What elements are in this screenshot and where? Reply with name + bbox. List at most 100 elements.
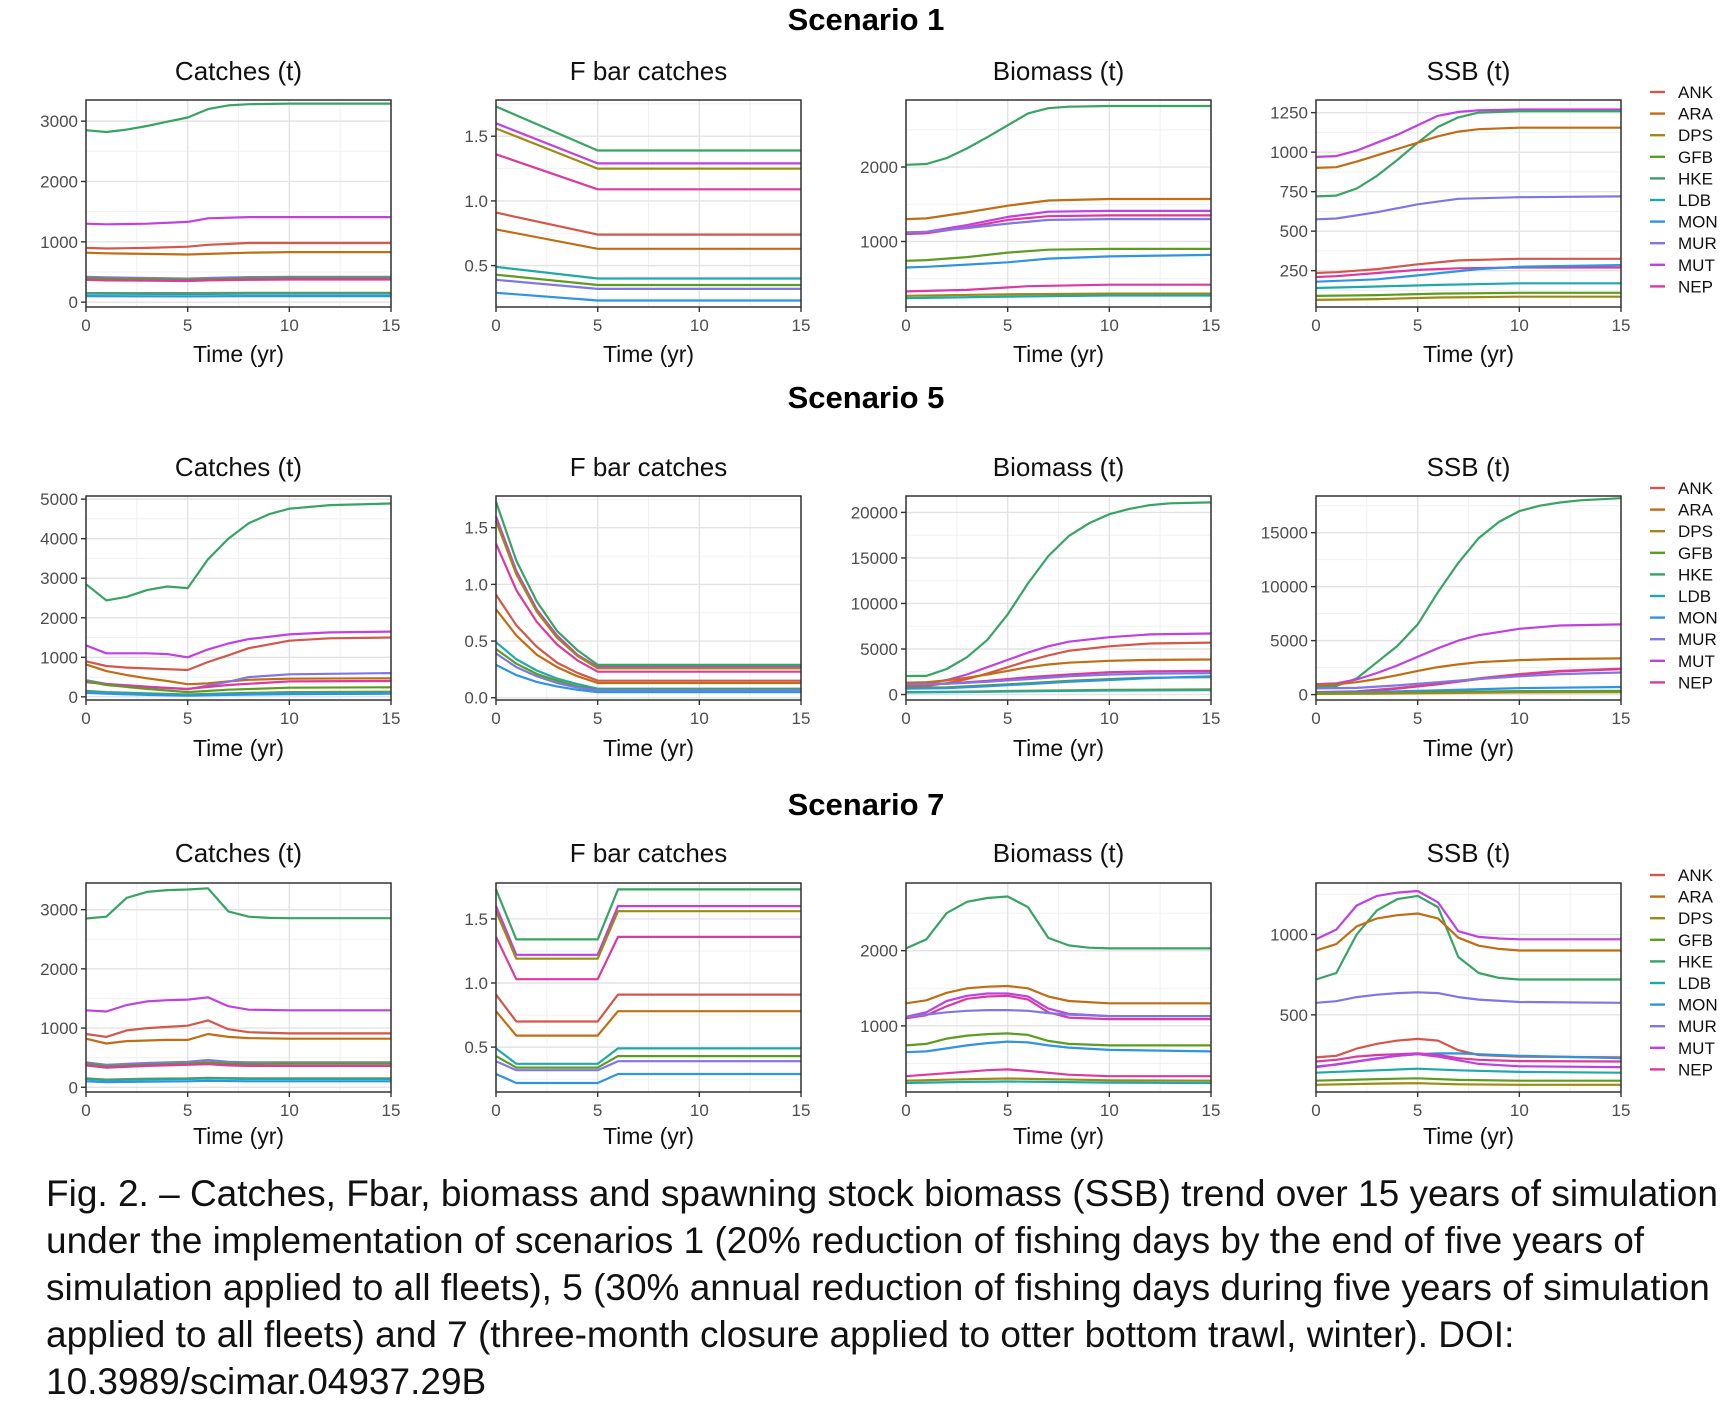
panel-frame xyxy=(1315,99,1622,308)
series-line-mut xyxy=(494,904,801,956)
series-line-nep xyxy=(494,543,801,673)
series-line-ara xyxy=(905,197,1211,221)
x-tick-label: 5 xyxy=(593,709,602,728)
x-tick-label: 5 xyxy=(1003,709,1012,728)
panel-title: Biomass (t) xyxy=(993,56,1124,86)
series-line-gfb xyxy=(905,1032,1211,1047)
x-tick-label: 15 xyxy=(792,1101,811,1120)
series-line-ldb xyxy=(1315,282,1621,290)
series-line-ank xyxy=(1315,257,1621,275)
series-line-gfb xyxy=(495,1054,801,1069)
panel-title: Biomass (t) xyxy=(993,452,1124,482)
series-line-mut xyxy=(85,996,391,1013)
x-axis-label: Time (yr) xyxy=(193,341,284,367)
x-tick-label: 0 xyxy=(901,709,910,728)
panel-1-1: F bar catches 0 5 10 15 0.0 0.5 1.0 1.5 Time (yr) xyxy=(464,452,810,761)
x-tick-label: 10 xyxy=(1510,1101,1529,1120)
y-tick-label: 1000 xyxy=(860,232,898,251)
x-axis-label: Time (yr) xyxy=(193,1123,284,1149)
panel-2-0: Catches (t) 0 5 10 15 0 1000 2000 3000 Time (yr) xyxy=(40,838,400,1149)
series-line-dps xyxy=(1315,691,1622,696)
y-tick-label: 10000 xyxy=(851,594,898,613)
panel-frame xyxy=(85,495,392,701)
x-axis-label: Time (yr) xyxy=(1423,735,1514,761)
panel-0-2: Biomass (t) 0 5 10 15 1000 2000 Time (yr) xyxy=(860,56,1220,367)
x-tick-label: 5 xyxy=(593,1101,602,1120)
legend-label-ara: ARA xyxy=(1678,105,1714,124)
series-line-mon xyxy=(495,663,801,694)
series-line-mur xyxy=(1315,195,1622,221)
series-line-nep xyxy=(905,283,1211,293)
x-tick-label: 15 xyxy=(792,316,811,335)
y-tick-label: 5000 xyxy=(1270,632,1308,651)
legend-label-mut: MUT xyxy=(1678,256,1715,275)
series-line-ldb xyxy=(1315,1067,1622,1074)
y-tick-label: 2000 xyxy=(860,158,898,177)
series-line-hke xyxy=(85,887,391,920)
series-line-ara xyxy=(1315,126,1621,169)
series-line-mur xyxy=(495,278,801,290)
y-tick-label: 1.5 xyxy=(464,519,488,538)
legend-label-mon: MON xyxy=(1678,996,1718,1015)
y-tick-label: 15000 xyxy=(1261,524,1308,543)
panel-title: F bar catches xyxy=(570,452,728,482)
panel-0-1: F bar catches 0 5 10 15 0.5 1.0 1.5 Time (yr) xyxy=(464,56,810,367)
y-tick-label: 500 xyxy=(1280,1006,1308,1025)
y-tick-label: 1.5 xyxy=(464,127,488,146)
x-tick-label: 10 xyxy=(280,709,299,728)
y-tick-label: 2000 xyxy=(40,172,78,191)
panel-2-2: Biomass (t) 0 5 10 15 1000 2000 Time (yr) xyxy=(860,838,1220,1149)
legend-label-dps: DPS xyxy=(1678,522,1713,541)
legend-label-mut: MUT xyxy=(1678,652,1715,671)
y-tick-label: 2000 xyxy=(40,609,78,628)
panel-2-3: SSB (t) 0 5 10 15 500 1000 Time (yr) xyxy=(1270,838,1630,1149)
y-tick-label: 2000 xyxy=(860,942,898,961)
legend: ANK ARA DPS GFB HKE LDB MON MUR MUT NEP xyxy=(1650,83,1718,296)
legend-label-ank: ANK xyxy=(1678,479,1714,498)
series-line-dps xyxy=(905,1077,1212,1082)
x-axis-label: Time (yr) xyxy=(603,1123,694,1149)
series-line-mur xyxy=(85,1058,391,1066)
x-tick-label: 15 xyxy=(382,1101,401,1120)
series-line-mon xyxy=(905,675,1212,690)
series-line-mur xyxy=(905,1008,1211,1018)
x-tick-label: 10 xyxy=(1510,709,1529,728)
series-line-nep xyxy=(495,153,801,191)
x-axis-label: Time (yr) xyxy=(1423,341,1514,367)
series-line-mur xyxy=(85,275,391,280)
legend-label-gfb: GFB xyxy=(1678,148,1713,167)
x-tick-label: 5 xyxy=(183,709,192,728)
series-line-ara xyxy=(1315,657,1622,686)
x-tick-label: 10 xyxy=(690,709,709,728)
series-line-dps xyxy=(494,910,801,960)
series-line-ara xyxy=(85,1032,391,1045)
series-line-ara xyxy=(85,251,391,256)
x-tick-label: 5 xyxy=(1003,316,1012,335)
x-tick-label: 5 xyxy=(1413,316,1422,335)
panel-title: Catches (t) xyxy=(175,838,302,868)
y-tick-label: 0.5 xyxy=(464,632,488,651)
x-tick-label: 0 xyxy=(81,709,90,728)
x-tick-label: 10 xyxy=(1100,316,1119,335)
series-line-hke xyxy=(85,102,391,134)
x-axis-label: Time (yr) xyxy=(193,735,284,761)
legend-label-ank: ANK xyxy=(1678,83,1714,102)
series-line-mut xyxy=(1315,623,1622,686)
x-tick-label: 0 xyxy=(81,1101,90,1120)
x-axis-label: Time (yr) xyxy=(1423,1123,1514,1149)
x-tick-label: 0 xyxy=(1311,709,1320,728)
panel-1-2: Biomass (t) 0 5 10 15 0 5000 10000 15000 20000 Tim… xyxy=(851,452,1221,761)
series-line-gfb xyxy=(85,1061,391,1068)
series-line-mon xyxy=(85,1079,391,1084)
series-line-hke xyxy=(905,104,1211,166)
x-tick-label: 0 xyxy=(1311,1101,1320,1120)
series-line-ara xyxy=(495,1010,801,1037)
series-line-mon xyxy=(495,1072,801,1085)
y-tick-label: 2000 xyxy=(40,960,78,979)
y-tick-label: 0 xyxy=(1299,686,1308,705)
y-tick-label: 10000 xyxy=(1261,578,1308,597)
y-tick-label: 15000 xyxy=(851,549,898,568)
x-tick-label: 15 xyxy=(1202,1101,1221,1120)
series-line-mut xyxy=(495,122,801,165)
legend-label-hke: HKE xyxy=(1678,169,1713,188)
